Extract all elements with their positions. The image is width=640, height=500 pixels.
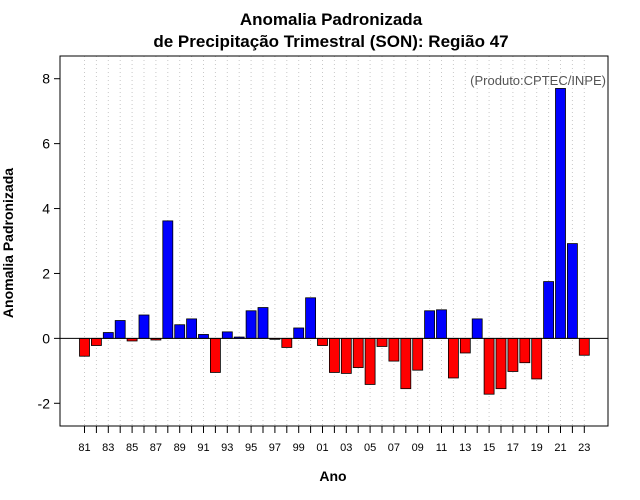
bar-1999 bbox=[293, 327, 305, 339]
bar-1988 bbox=[162, 220, 174, 339]
bar-2020 bbox=[543, 281, 554, 339]
bar-2013 bbox=[459, 337, 471, 354]
x-tick-label: 19 bbox=[531, 442, 543, 454]
x-tick-label: 93 bbox=[221, 442, 233, 454]
bar-2012 bbox=[447, 337, 459, 379]
x-axis-title: Ano bbox=[319, 468, 346, 484]
bar-2023 bbox=[578, 337, 590, 356]
bar-2021 bbox=[555, 88, 566, 339]
x-tick-label: 11 bbox=[436, 442, 447, 454]
y-tick-label: 2 bbox=[42, 265, 50, 281]
bar-2007 bbox=[388, 337, 400, 362]
bars-layer bbox=[79, 88, 590, 395]
x-tick-label: 17 bbox=[507, 442, 519, 454]
bar-1991 bbox=[198, 334, 209, 339]
x-tick-label: 83 bbox=[102, 442, 114, 454]
y-tick-label: 8 bbox=[42, 71, 50, 87]
bar-2008 bbox=[400, 337, 412, 390]
bar-1983 bbox=[102, 332, 114, 339]
x-tick-label: 89 bbox=[174, 442, 186, 454]
y-axis: -2 0 2 4 6 8 bbox=[38, 71, 60, 411]
chart-title-line-1: Anomalia Padronizada bbox=[240, 10, 423, 29]
bar-1981 bbox=[79, 337, 90, 357]
bar-2001 bbox=[317, 337, 328, 346]
bar-1996 bbox=[257, 307, 269, 339]
source-annotation: (Produto:CPTEC/INPE) bbox=[470, 73, 606, 88]
x-tick-label: 05 bbox=[364, 442, 376, 454]
x-tick-label: 81 bbox=[78, 442, 90, 454]
x-tick-label: 23 bbox=[578, 442, 590, 454]
bar-2000 bbox=[305, 297, 317, 339]
x-tick-label: 85 bbox=[126, 442, 138, 454]
bar-2016 bbox=[495, 337, 507, 390]
y-axis-title: Anomalia Padronizada bbox=[0, 168, 16, 318]
x-axis: 81 83 85 87 89 91 93 95 97 99 01 03 05 07 09 11 13 15 17 19… bbox=[78, 426, 590, 454]
x-tick-label: 03 bbox=[340, 442, 352, 454]
x-tick-label: 07 bbox=[388, 442, 400, 454]
bar-2018 bbox=[519, 337, 531, 364]
bar-1992 bbox=[209, 337, 221, 373]
bar-2014 bbox=[471, 318, 483, 339]
bar-2004 bbox=[352, 337, 364, 368]
bar-2017 bbox=[507, 337, 519, 372]
bar-2010 bbox=[424, 310, 436, 339]
bar-1993 bbox=[221, 331, 233, 339]
x-tick-label: 13 bbox=[459, 442, 471, 454]
bar-2011 bbox=[436, 309, 447, 339]
bar-2015 bbox=[483, 337, 495, 395]
y-tick-label: 4 bbox=[42, 201, 50, 217]
x-tick-label: 91 bbox=[197, 442, 209, 454]
bar-1998 bbox=[281, 337, 293, 348]
bar-2022 bbox=[567, 243, 578, 339]
chart-title-line-2: de Precipitação Trimestral (SON): Região… bbox=[153, 32, 508, 51]
bar-1986 bbox=[138, 314, 150, 339]
bar-2019 bbox=[531, 337, 543, 380]
x-tick-label: 99 bbox=[293, 442, 305, 454]
bar-1982 bbox=[91, 337, 102, 346]
y-tick-label: 6 bbox=[42, 136, 50, 152]
x-tick-label: 95 bbox=[245, 442, 257, 454]
bar-1984 bbox=[114, 320, 126, 339]
bar-2005 bbox=[364, 337, 376, 385]
y-tick-label: -2 bbox=[38, 395, 51, 411]
bar-1989 bbox=[174, 324, 186, 339]
bar-2009 bbox=[412, 337, 424, 371]
x-tick-label: 97 bbox=[269, 442, 281, 454]
bar-2003 bbox=[340, 337, 352, 374]
bar-1995 bbox=[245, 310, 257, 339]
bar-1990 bbox=[186, 318, 198, 339]
bar-2002 bbox=[328, 337, 340, 373]
y-tick-label: 0 bbox=[42, 330, 50, 346]
x-tick-label: 15 bbox=[483, 442, 495, 454]
x-tick-label: 21 bbox=[554, 442, 566, 454]
x-tick-label: 01 bbox=[316, 442, 328, 454]
x-tick-label: 09 bbox=[412, 442, 424, 454]
bar-2006 bbox=[376, 337, 388, 347]
x-tick-label: 87 bbox=[150, 442, 162, 454]
